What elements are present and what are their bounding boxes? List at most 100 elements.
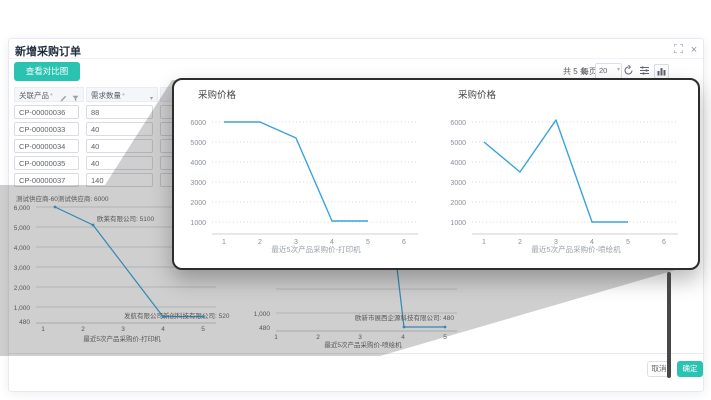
x-axis-ticks: 1 2 3 4 5: [274, 334, 447, 341]
chart-title: 采购价格: [458, 90, 497, 101]
x-axis-label: 最近5次产品采购价-打印机: [83, 334, 161, 343]
bar-chart-icon[interactable]: [654, 64, 669, 79]
confirm-button[interactable]: 确定: [677, 361, 703, 377]
x-axis-ticks: 1 2 3 4 5: [41, 326, 205, 333]
required-mark: *: [122, 91, 125, 100]
svg-text:3000: 3000: [190, 180, 206, 187]
svg-text:1,000: 1,000: [254, 311, 271, 318]
svg-text:4000: 4000: [190, 160, 206, 167]
required-mark: *: [50, 91, 53, 100]
svg-text:2000: 2000: [450, 200, 466, 207]
svg-text:1: 1: [274, 334, 278, 341]
x-axis-label: 最近5次产品采购价-打印机: [271, 244, 361, 254]
svg-text:3,000: 3,000: [14, 265, 31, 272]
product-input[interactable]: [14, 139, 79, 153]
x-axis-label: 最近5次产品采购价-喷绘机: [531, 244, 621, 254]
svg-text:4: 4: [590, 239, 594, 246]
scrollbar-thumb[interactable]: [667, 272, 671, 378]
fullscreen-icon[interactable]: [672, 43, 684, 56]
product-input[interactable]: [14, 156, 79, 170]
svg-text:1: 1: [41, 326, 45, 333]
y-axis-ticks: 6,000 5,000 4,000 3,000 2,000 1,000 480: [14, 205, 31, 326]
data-point: [53, 205, 57, 209]
data-point: [91, 223, 95, 227]
pencil-icon[interactable]: [60, 92, 67, 107]
chevron-down-icon: ▾: [616, 67, 620, 73]
col-header-product[interactable]: 关联产品*: [14, 87, 84, 102]
svg-text:480: 480: [259, 325, 270, 332]
svg-text:5000: 5000: [190, 140, 206, 147]
col-header-quantity[interactable]: 需求数量* ▾: [86, 87, 158, 102]
y-axis-ticks: 6000 5000 4000 3000 2000 1000: [450, 120, 466, 227]
purchase-price-chart-1: 6000 5000 4000 3000 2000 1000 1 2 3 4 5 …: [190, 120, 418, 254]
total-count-label: 共 5 条: [563, 67, 588, 76]
dialog-title: 新增采购订单: [15, 46, 81, 58]
bg-chart-right: 1,000 480 1 2 3 4 5 欧新市展西企源科技有限公司: 480 最…: [254, 266, 457, 349]
product-input[interactable]: [14, 105, 79, 119]
x-axis-label: 最近5次产品采购价-喷绘机: [324, 340, 402, 349]
svg-text:3: 3: [554, 239, 558, 246]
svg-text:2,000: 2,000: [14, 285, 31, 292]
price-comparison-popover: 采购价格 6000 5000 4000 3000 2000 1000 1: [172, 78, 700, 270]
svg-text:4000: 4000: [450, 160, 466, 167]
data-point: [443, 325, 447, 329]
quantity-input[interactable]: [86, 173, 153, 187]
popup-chart-right: 采购价格 6000 5000 4000 3000 2000 1000 1: [436, 88, 686, 264]
data-point: [201, 315, 205, 318]
footer-divider: [9, 353, 703, 354]
svg-text:欧莱有限公司: 5100: 欧莱有限公司: 5100: [97, 214, 154, 223]
popup-chart-left: 采购价格 6000 5000 4000 3000 2000 1000 1: [176, 88, 426, 264]
svg-text:2: 2: [518, 239, 522, 246]
svg-text:6,000: 6,000: [14, 205, 31, 212]
quantity-input[interactable]: [86, 156, 153, 170]
svg-text:3000: 3000: [450, 180, 466, 187]
column-settings-icon[interactable]: [638, 64, 651, 77]
svg-text:1: 1: [482, 239, 486, 246]
product-input[interactable]: [14, 122, 79, 136]
svg-text:5: 5: [201, 326, 205, 333]
svg-text:6000: 6000: [450, 120, 466, 127]
y-axis-ticks: 1,000 480: [254, 311, 271, 332]
svg-text:6: 6: [402, 239, 406, 246]
close-icon[interactable]: ×: [690, 44, 698, 56]
data-point: [161, 315, 165, 318]
gridlines: [276, 288, 457, 314]
svg-text:2: 2: [258, 239, 262, 246]
x-axis-ticks: 1 2 3 4 5 6: [482, 239, 666, 246]
svg-text:3: 3: [294, 239, 298, 246]
gridlines: [472, 121, 678, 223]
quantity-input[interactable]: [86, 122, 153, 136]
view-comparison-button[interactable]: 查看对比图: [14, 62, 80, 81]
svg-text:2: 2: [81, 326, 85, 333]
svg-text:发航有限公司新创科技有限公司: 520: 发航有限公司新创科技有限公司: 520: [124, 311, 230, 320]
svg-text:欧新市展西企源科技有限公司: 480: 欧新市展西企源科技有限公司: 480: [355, 313, 454, 322]
data-point: [402, 325, 406, 329]
svg-text:5,000: 5,000: [14, 225, 31, 232]
svg-text:1000: 1000: [450, 220, 466, 227]
svg-text:1: 1: [222, 239, 226, 246]
svg-text:3: 3: [121, 326, 125, 333]
svg-text:1000: 1000: [190, 220, 206, 227]
svg-text:1,000: 1,000: [14, 305, 31, 312]
product-input[interactable]: [14, 173, 79, 187]
page-size-value: 20: [599, 66, 608, 75]
chevron-down-icon[interactable]: ▾: [149, 96, 153, 102]
svg-text:5: 5: [366, 239, 370, 246]
page-size-select[interactable]: 20 ▾: [595, 63, 622, 79]
quantity-input[interactable]: [86, 139, 153, 153]
purchase-price-chart-2: 6000 5000 4000 3000 2000 1000 1 2 3 4 5 …: [450, 119, 678, 254]
point-labels: 欧新市展西企源科技有限公司: 480: [355, 313, 454, 322]
svg-text:2000: 2000: [190, 200, 206, 207]
filter-icon[interactable]: [72, 92, 79, 107]
per-page-label: 每页: [581, 67, 597, 76]
svg-text:5000: 5000: [450, 140, 466, 147]
svg-text:5: 5: [626, 239, 630, 246]
y-axis-ticks: 6000 5000 4000 3000 2000 1000: [190, 120, 206, 227]
chart-title: 采购价格: [198, 90, 237, 101]
quantity-input[interactable]: [86, 105, 153, 119]
svg-text:4,000: 4,000: [14, 245, 31, 252]
point-labels: 测试供应商-60测试供应商: 6000 欧莱有限公司: 5100 发航有限公司新…: [16, 194, 230, 320]
svg-text:4: 4: [330, 239, 334, 246]
refresh-icon[interactable]: [622, 64, 635, 77]
